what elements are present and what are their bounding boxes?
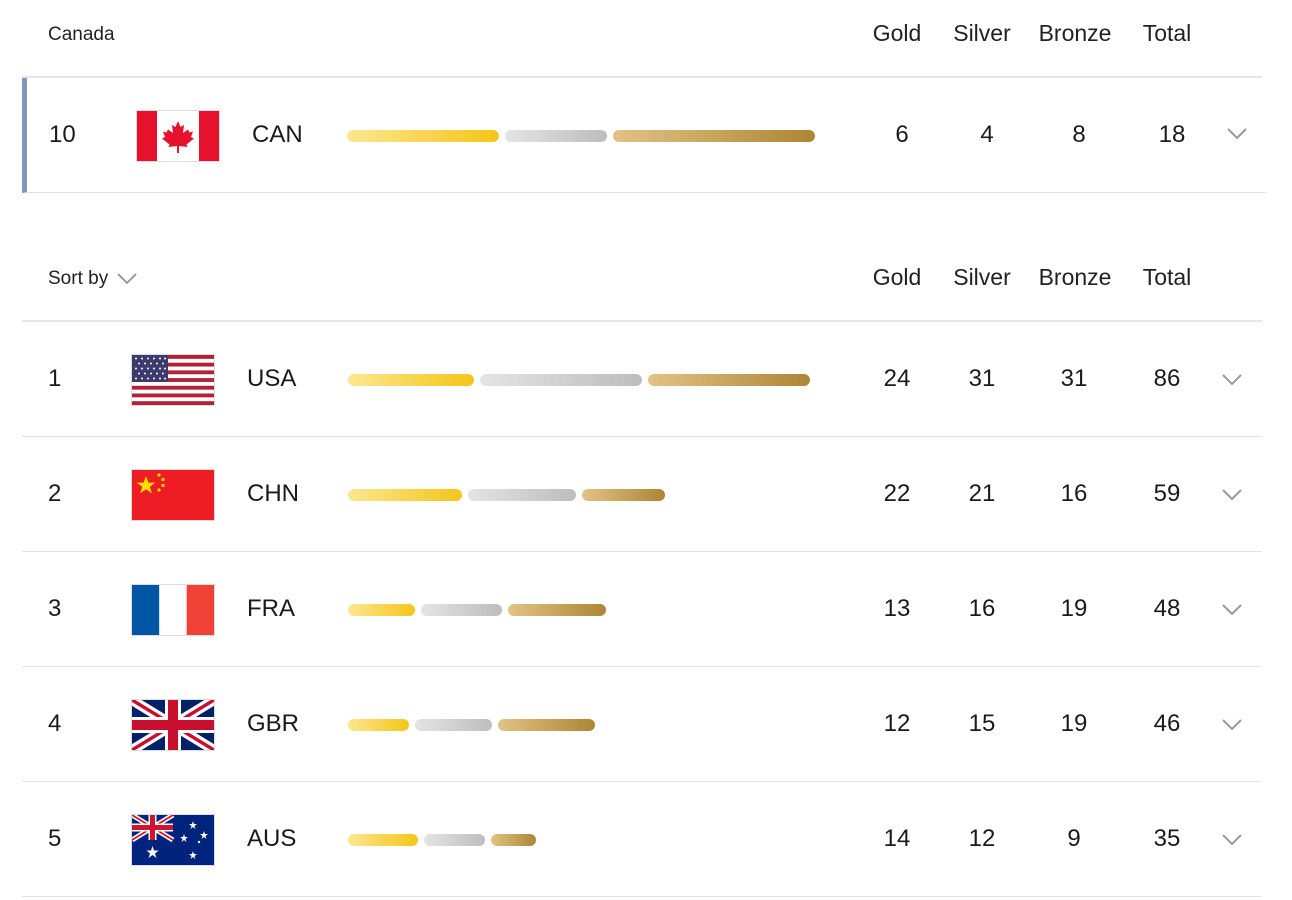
bronze-count: 31 bbox=[1060, 365, 1088, 392]
rank: 4 bbox=[48, 710, 62, 737]
canada-flag-icon bbox=[137, 111, 219, 161]
silver-bar bbox=[480, 374, 642, 386]
column-gold: Gold bbox=[872, 20, 922, 46]
total-count: 18 bbox=[1158, 121, 1186, 148]
country-row-aus[interactable]: 5 AUS 14 12 bbox=[22, 782, 1262, 897]
uk-flag-icon bbox=[132, 700, 214, 750]
total-count: 59 bbox=[1153, 480, 1181, 507]
silver-bar bbox=[421, 604, 502, 616]
gold-count: 13 bbox=[883, 595, 911, 622]
bronze-count: 16 bbox=[1060, 480, 1088, 507]
bronze-bar bbox=[491, 834, 536, 846]
bronze-bar bbox=[508, 604, 606, 616]
france-flag-icon bbox=[132, 585, 214, 635]
rank: 3 bbox=[48, 595, 62, 622]
expand-chevron-icon[interactable] bbox=[1220, 717, 1244, 738]
rank: 10 bbox=[49, 121, 76, 148]
column-bronze[interactable]: Bronze bbox=[1038, 264, 1112, 290]
country-code: GBR bbox=[247, 710, 300, 737]
china-flag-icon bbox=[132, 470, 214, 520]
country-row-usa[interactable]: 1 USA 24 31 31 86 bbox=[22, 322, 1262, 437]
rank: 1 bbox=[48, 365, 62, 392]
sort-by-button[interactable]: Sort by bbox=[48, 268, 138, 290]
country-code: USA bbox=[247, 365, 297, 392]
rank: 2 bbox=[48, 480, 62, 507]
silver-bar bbox=[424, 834, 485, 846]
bronze-bar bbox=[648, 374, 810, 386]
rank: 5 bbox=[48, 825, 62, 852]
bronze-bar bbox=[582, 489, 665, 501]
gold-count: 22 bbox=[883, 480, 911, 507]
featured-header: Canada Gold Silver Bronze Total bbox=[22, 0, 1262, 78]
bronze-count: 8 bbox=[1072, 121, 1086, 148]
featured-title: Canada bbox=[48, 24, 115, 45]
bronze-bar bbox=[498, 719, 595, 731]
column-silver[interactable]: Silver bbox=[953, 264, 1011, 290]
gold-count: 14 bbox=[883, 825, 911, 852]
silver-count: 21 bbox=[968, 480, 996, 507]
country-code: CAN bbox=[252, 121, 303, 148]
column-bronze: Bronze bbox=[1038, 20, 1112, 46]
silver-count: 16 bbox=[968, 595, 996, 622]
gold-bar bbox=[348, 834, 418, 846]
silver-count: 15 bbox=[968, 710, 996, 737]
silver-bar bbox=[505, 130, 607, 142]
ranking-header: Sort by Gold Silver Bronze Total bbox=[22, 244, 1262, 322]
usa-flag-icon bbox=[132, 355, 214, 405]
silver-count: 12 bbox=[968, 825, 996, 852]
bronze-count: 19 bbox=[1060, 595, 1088, 622]
total-count: 48 bbox=[1153, 595, 1181, 622]
chevron-down-icon bbox=[117, 273, 137, 285]
country-code: FRA bbox=[247, 595, 295, 622]
featured-country-row[interactable]: 10 CAN 6 4 8 18 bbox=[22, 78, 1267, 193]
silver-count: 31 bbox=[968, 365, 996, 392]
column-total[interactable]: Total bbox=[1142, 264, 1192, 290]
bronze-count: 9 bbox=[1067, 825, 1081, 852]
expand-chevron-icon[interactable] bbox=[1220, 602, 1244, 623]
bronze-count: 19 bbox=[1060, 710, 1088, 737]
column-silver: Silver bbox=[953, 20, 1011, 46]
silver-count: 4 bbox=[980, 121, 994, 148]
gold-bar bbox=[348, 604, 415, 616]
silver-bar bbox=[415, 719, 492, 731]
expand-chevron-icon[interactable] bbox=[1225, 126, 1249, 147]
expand-chevron-icon[interactable] bbox=[1220, 372, 1244, 393]
australia-flag-icon bbox=[132, 815, 214, 865]
expand-chevron-icon[interactable] bbox=[1220, 487, 1244, 508]
gold-bar bbox=[348, 719, 409, 731]
total-count: 46 bbox=[1153, 710, 1181, 737]
gold-count: 12 bbox=[883, 710, 911, 737]
country-code: AUS bbox=[247, 825, 297, 852]
expand-chevron-icon[interactable] bbox=[1220, 832, 1244, 853]
gold-bar bbox=[348, 374, 474, 386]
country-row-gbr[interactable]: 4 GBR 12 15 19 46 bbox=[22, 667, 1262, 782]
column-gold[interactable]: Gold bbox=[872, 264, 922, 290]
country-code: CHN bbox=[247, 480, 299, 507]
total-count: 35 bbox=[1153, 825, 1181, 852]
gold-bar bbox=[347, 130, 499, 142]
gold-count: 24 bbox=[883, 365, 911, 392]
silver-bar bbox=[468, 489, 576, 501]
total-count: 86 bbox=[1153, 365, 1181, 392]
sort-by-label: Sort by bbox=[48, 268, 109, 289]
column-total: Total bbox=[1142, 20, 1192, 46]
country-row-fra[interactable]: 3 FRA 13 16 19 48 bbox=[22, 552, 1262, 667]
country-row-chn[interactable]: 2 CHN 22 21 16 59 bbox=[22, 437, 1262, 552]
gold-count: 6 bbox=[895, 121, 909, 148]
gold-bar bbox=[348, 489, 462, 501]
bronze-bar bbox=[613, 130, 815, 142]
